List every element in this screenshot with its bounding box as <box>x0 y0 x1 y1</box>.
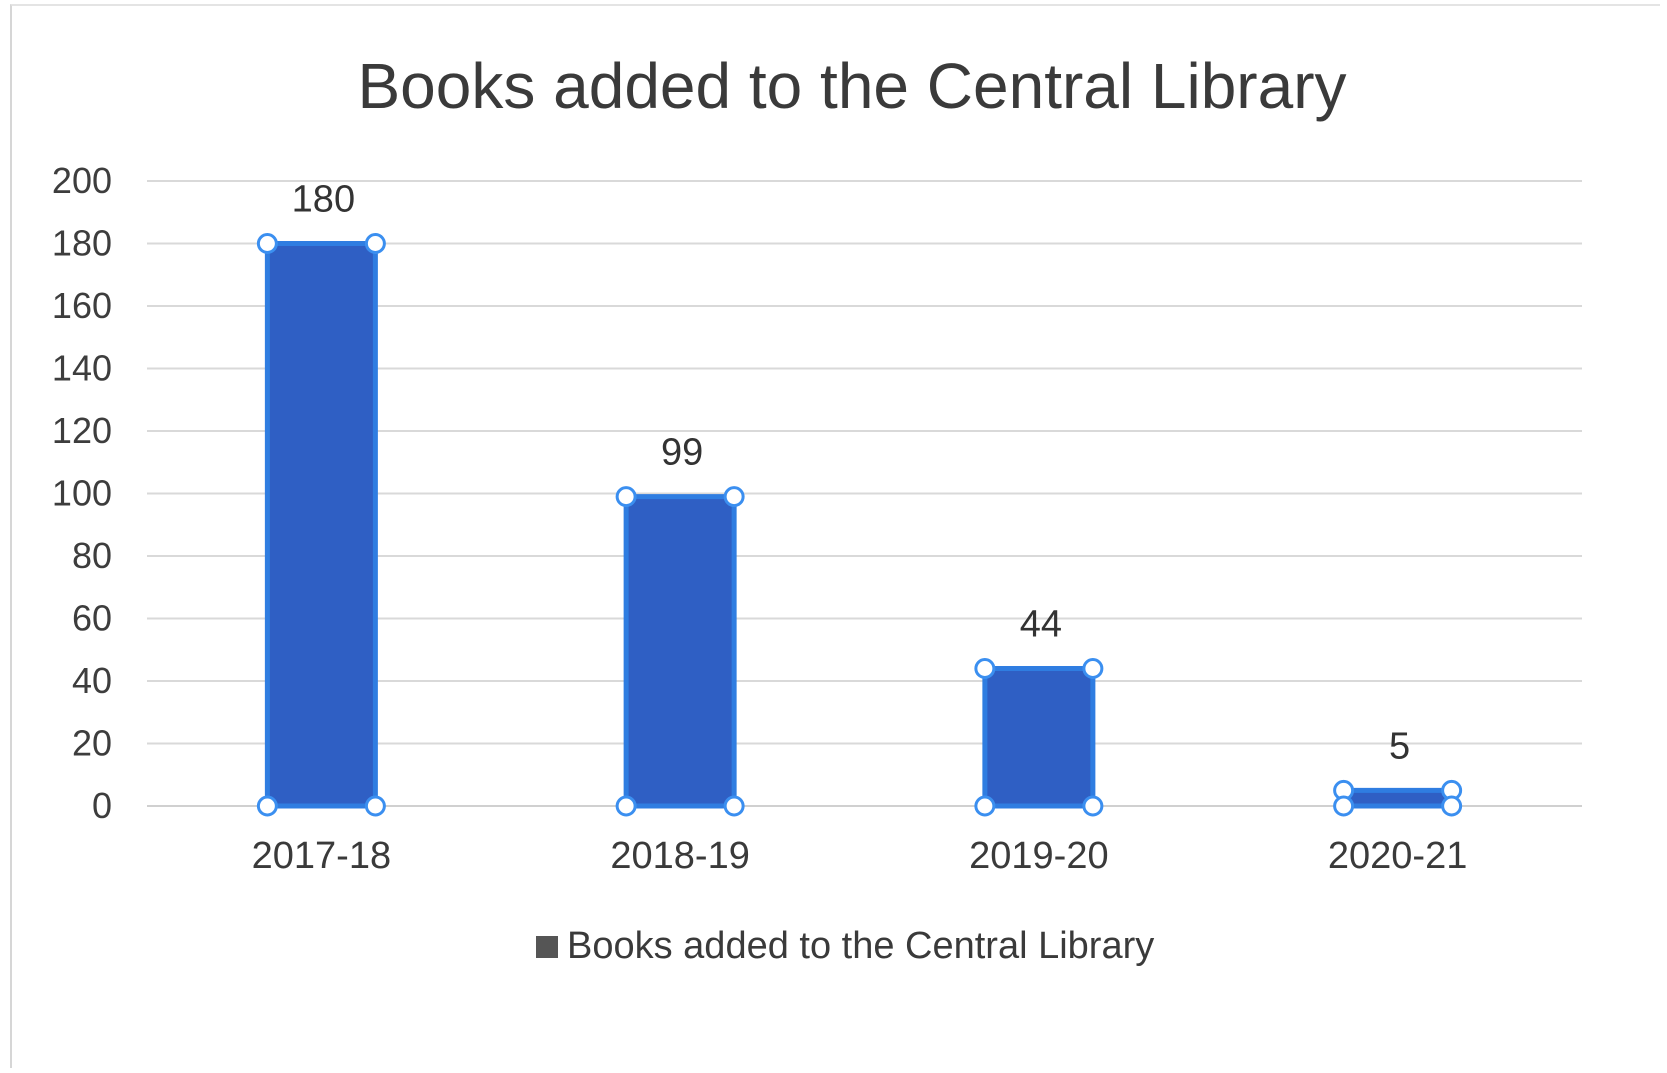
bar[interactable] <box>623 494 737 809</box>
selection-handle[interactable] <box>974 658 996 679</box>
legend[interactable]: Books added to the Central Library <box>536 925 1154 967</box>
x-tick-label: 2019-20 <box>969 835 1108 877</box>
y-tick-label: 140 <box>52 348 112 389</box>
selection-handle[interactable] <box>256 233 278 254</box>
data-label: 44 <box>1020 604 1062 646</box>
y-tick-label: 40 <box>72 660 112 701</box>
selection-handle[interactable] <box>256 795 278 817</box>
y-tick-label: 60 <box>72 598 112 639</box>
y-tick-label: 160 <box>52 285 112 326</box>
y-tick-label: 20 <box>72 723 112 764</box>
selection-handle[interactable] <box>1082 658 1104 679</box>
selection-handle[interactable] <box>364 795 386 817</box>
y-tick-label: 100 <box>52 473 112 514</box>
selection-handle[interactable] <box>1333 795 1355 817</box>
x-tick-label: 2020-21 <box>1328 835 1467 877</box>
legend-swatch <box>536 936 558 958</box>
selection-handle[interactable] <box>615 795 637 817</box>
y-axis: 0 20 40 60 80 100 120 140 160 180 200 <box>52 160 112 826</box>
selection-handle[interactable] <box>1082 795 1104 817</box>
data-label: 5 <box>1389 725 1410 767</box>
y-tick-label: 0 <box>92 785 112 826</box>
x-axis: 2017-18 2018-19 2019-20 2020-21 <box>252 835 1468 877</box>
x-tick-label: 2018-19 <box>610 835 749 877</box>
data-labels: 180 99 44 5 <box>292 179 1411 768</box>
selection-handle[interactable] <box>723 795 745 817</box>
data-label: 99 <box>661 432 703 474</box>
selection-handle[interactable] <box>974 795 996 817</box>
selection-handle[interactable] <box>723 486 745 508</box>
bars[interactable] <box>256 233 1463 817</box>
y-tick-label: 120 <box>52 410 112 451</box>
y-tick-label: 80 <box>72 535 112 576</box>
selection-handle[interactable] <box>615 486 637 508</box>
gridlines <box>147 180 1582 807</box>
bar-chart[interactable]: 0 20 40 60 80 100 120 140 160 180 200 2017-18 2018-… <box>12 6 1662 1070</box>
chart-title: Books added to the Central Library <box>357 50 1346 122</box>
bar[interactable] <box>982 666 1096 809</box>
bar[interactable] <box>264 241 378 809</box>
y-tick-label: 200 <box>52 160 112 201</box>
selection-handle[interactable] <box>1441 795 1463 817</box>
data-label: 180 <box>292 179 355 221</box>
chart-frame: 0 20 40 60 80 100 120 140 160 180 200 2017-18 2018-… <box>10 4 1660 1068</box>
x-tick-label: 2017-18 <box>252 835 391 877</box>
bar[interactable] <box>1341 787 1455 809</box>
selection-handle[interactable] <box>364 233 386 254</box>
legend-label: Books added to the Central Library <box>567 925 1154 967</box>
y-tick-label: 180 <box>52 223 112 264</box>
